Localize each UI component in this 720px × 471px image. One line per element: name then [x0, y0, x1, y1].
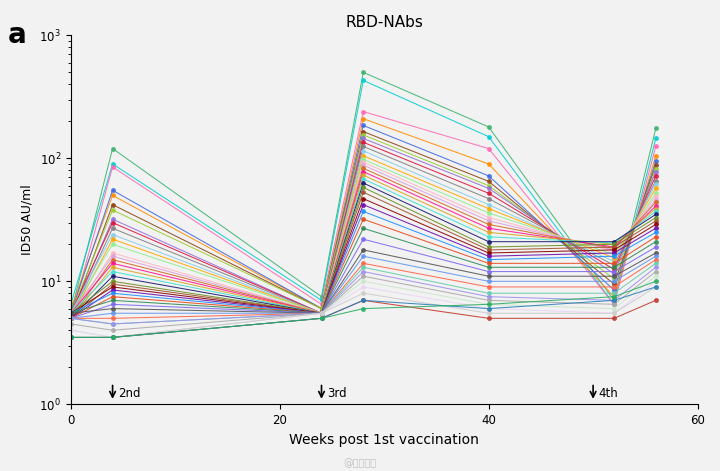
Text: @旺时利相: @旺时利相: [343, 458, 377, 468]
Text: 4th: 4th: [598, 387, 618, 400]
Title: RBD-NAbs: RBD-NAbs: [346, 15, 423, 30]
X-axis label: Weeks post 1st vaccination: Weeks post 1st vaccination: [289, 432, 479, 447]
Text: a: a: [8, 21, 27, 49]
Text: 3rd: 3rd: [327, 387, 346, 400]
Text: 2nd: 2nd: [118, 387, 140, 400]
Y-axis label: ID50 AU/ml: ID50 AU/ml: [21, 185, 34, 255]
